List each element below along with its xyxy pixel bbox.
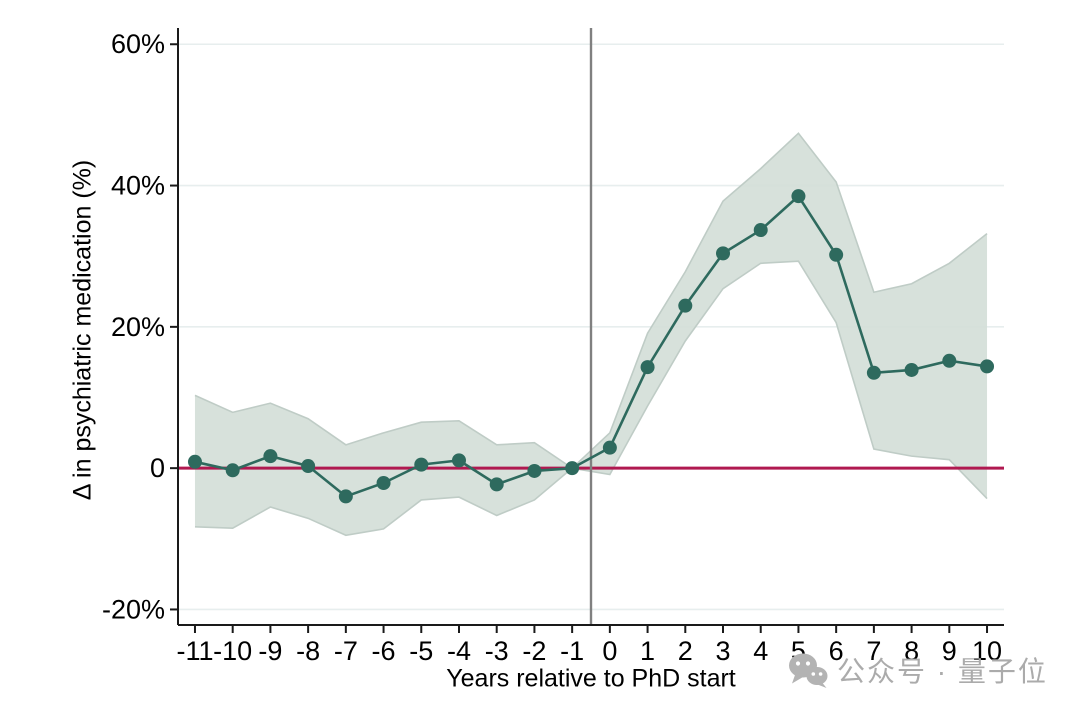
data-point-marker — [376, 475, 391, 490]
data-point-marker — [753, 223, 768, 238]
x-axis-title: Years relative to PhD start — [446, 664, 736, 693]
data-point-marker — [187, 454, 202, 469]
x-tick-label: 7 — [866, 636, 881, 666]
watermark: 公众号 · 量子位 — [788, 650, 1048, 690]
x-tick-label: -4 — [447, 636, 471, 666]
data-point-marker — [225, 463, 240, 478]
y-tick-label: 40% — [111, 171, 165, 201]
x-tick-label: 3 — [715, 636, 730, 666]
y-tick-label: 60% — [111, 29, 165, 59]
data-point-marker — [640, 360, 655, 375]
data-point-marker — [678, 298, 693, 313]
data-point-marker — [414, 457, 429, 472]
wechat-icon — [789, 653, 828, 688]
x-tick-label: -8 — [296, 636, 320, 666]
data-point-marker — [263, 449, 278, 464]
x-tick-label: -3 — [485, 636, 509, 666]
watermark-text: 公众号 · 量子位 — [837, 656, 1048, 687]
data-point-marker — [489, 477, 504, 492]
x-tick-label: -2 — [522, 636, 546, 666]
data-point-marker — [942, 353, 957, 368]
confidence-band — [194, 133, 988, 536]
x-tick-label: -6 — [372, 636, 396, 666]
x-tick-label: -10 — [213, 636, 252, 666]
x-tick-label: -1 — [560, 636, 584, 666]
y-tick-label: 0 — [150, 453, 165, 483]
data-point-marker — [338, 489, 353, 504]
x-tick-label: -7 — [334, 636, 358, 666]
y-axis-title: Δ in psychiatric medication (%) — [68, 159, 97, 501]
data-point-marker — [527, 463, 542, 478]
x-tick-label: 8 — [904, 636, 919, 666]
data-point-marker — [980, 359, 995, 374]
data-point-marker — [904, 362, 919, 377]
x-tick-label: 6 — [829, 636, 844, 666]
x-tick-label: -9 — [258, 636, 282, 666]
x-tick-label: 2 — [678, 636, 693, 666]
x-tick-label: 0 — [602, 636, 617, 666]
x-tick-label: -5 — [409, 636, 433, 666]
x-tick-label: 4 — [753, 636, 768, 666]
data-point-marker — [565, 461, 580, 476]
x-tick-label: -11 — [176, 636, 213, 666]
y-tick-label: 20% — [111, 312, 165, 342]
series-line — [194, 194, 988, 498]
data-point-marker — [791, 189, 806, 204]
data-point-marker — [866, 365, 881, 380]
y-tick-label: -20% — [102, 594, 165, 624]
data-point-marker — [829, 247, 844, 262]
x-tick-label: 1 — [640, 636, 655, 666]
x-tick-label: 10 — [972, 636, 1002, 666]
data-point-marker — [301, 459, 316, 474]
data-point-marker — [451, 453, 466, 468]
data-point-marker — [602, 440, 617, 455]
x-tick-label: 9 — [942, 636, 957, 666]
data-point-marker — [716, 246, 731, 261]
